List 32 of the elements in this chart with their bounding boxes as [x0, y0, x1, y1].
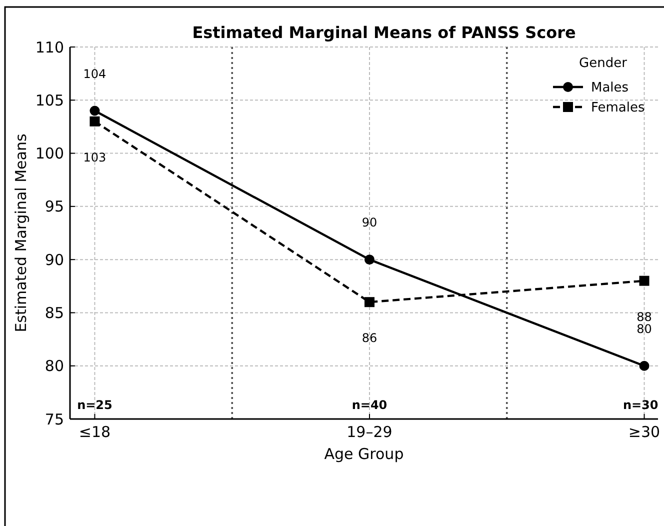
y-tick-label: 85	[44, 304, 64, 322]
y-tick-label: 80	[44, 357, 64, 376]
y-tick-label: 100	[35, 144, 64, 163]
annotation: n=40	[352, 398, 388, 412]
data-label: 80	[636, 322, 652, 336]
x-tick-label: ≥30	[628, 423, 660, 441]
annotation: n=30	[622, 398, 658, 412]
y-tick-label: 90	[44, 250, 64, 269]
point	[364, 254, 374, 265]
chart-title: Estimated Marginal Means of PANSS Score	[192, 23, 576, 42]
point	[90, 106, 100, 116]
data-label: 86	[362, 331, 378, 346]
y-tick-label: 75	[44, 410, 64, 428]
legend-title: Gender	[579, 56, 628, 71]
data-label: 103	[83, 150, 106, 164]
x-tick-label: ≤18	[78, 423, 111, 441]
annotation: n=25	[77, 398, 112, 412]
legend-label: Males	[591, 80, 629, 96]
point	[364, 297, 374, 308]
data-label: 104	[83, 66, 106, 81]
x-axis-title: Age Group	[324, 445, 404, 463]
y-tick-label: 110	[35, 38, 64, 56]
y-tick-label: 95	[44, 198, 64, 216]
legend-label: Females	[591, 100, 646, 116]
data-label: 88	[636, 310, 652, 324]
x-tick-label: 19–29	[346, 423, 392, 441]
point	[90, 116, 100, 126]
point	[639, 360, 650, 371]
y-tick-label: 105	[35, 91, 64, 110]
point	[639, 276, 650, 286]
y-axis-title: Estimated Marginal Means	[12, 134, 30, 332]
data-label: 90	[362, 216, 378, 230]
